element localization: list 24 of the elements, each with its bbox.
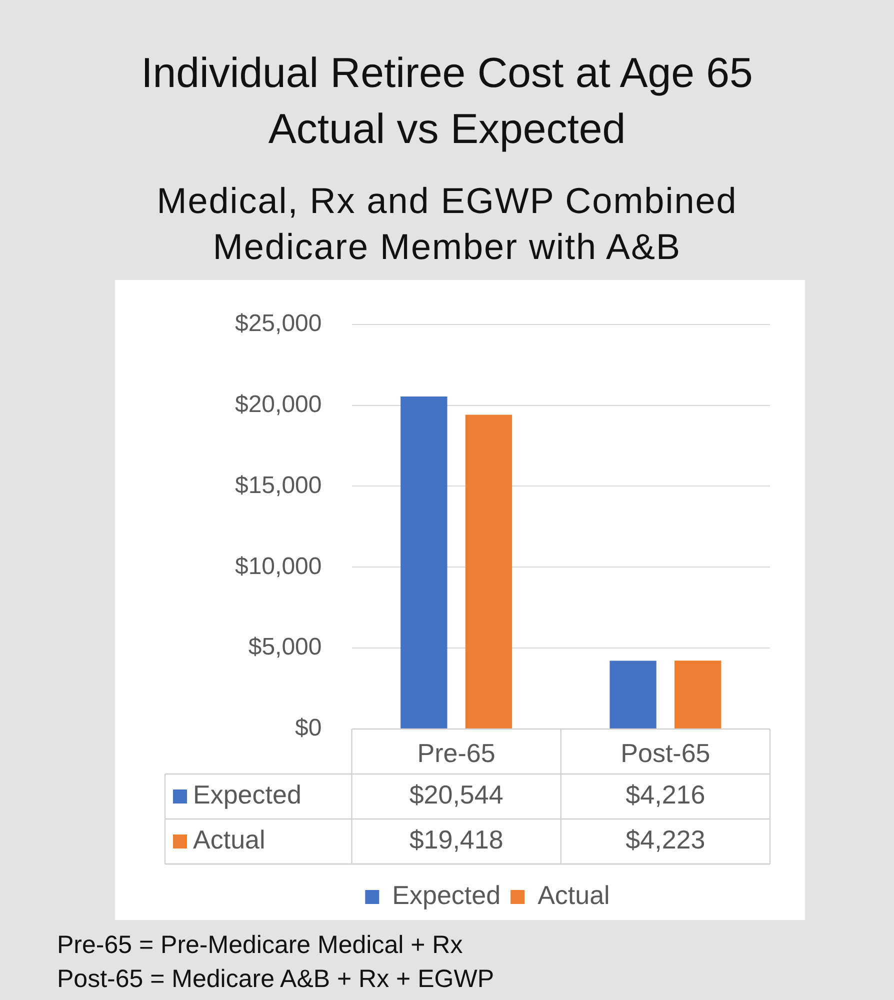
y-tick-label: $15,000 — [234, 472, 322, 499]
data-label: $4,216 — [626, 780, 706, 810]
text: Pre-65 = Pre-Medicare Medical + Rx — [57, 930, 464, 961]
bar — [465, 414, 512, 728]
legend-label: Actual — [538, 880, 610, 910]
data-label: $4,223 — [626, 824, 706, 855]
y-tick-label: $10,000 — [234, 552, 322, 580]
bar — [674, 660, 722, 728]
data-label: $20,544 — [409, 780, 504, 810]
y-tick-label: $20,000 — [234, 390, 322, 418]
y-tick-label: $25,000 — [234, 310, 322, 338]
text: Actual — [193, 824, 266, 855]
legend-label: Expected — [193, 780, 302, 810]
bar — [610, 660, 656, 728]
y-tick-label: $5,000 — [248, 634, 322, 661]
chart-title: Individual Retiree Cost at Age 65 Actual vs Expected — [140, 48, 754, 154]
chart-subtitle: Medical, Rx and EGWP Combined Medicare Member with A&B — [156, 179, 738, 269]
y-tick-label: $0 — [295, 714, 322, 742]
x-tick-label: Post-65 — [620, 738, 710, 768]
text: Post-65 = Medicare A&B + Rx + EGWP — [57, 964, 494, 995]
text: Expected — [392, 880, 501, 910]
bar — [400, 396, 448, 728]
data-label: $19,418 — [409, 824, 504, 855]
x-tick-label: Pre-65 — [417, 738, 496, 768]
